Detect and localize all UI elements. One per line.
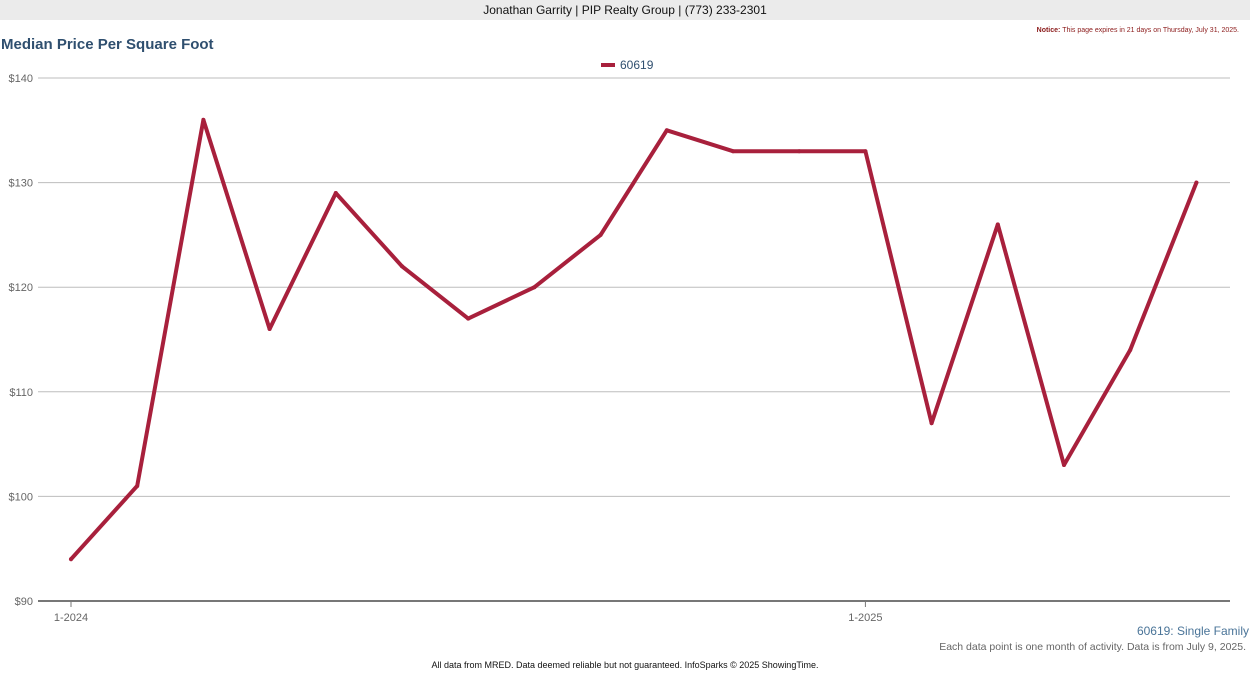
data-point <box>400 264 404 269</box>
data-point <box>1194 180 1199 185</box>
agent-line: Jonathan Garrity | PIP Realty Group | (7… <box>483 3 767 17</box>
disclaimer: All data from MRED. Data deemed reliable… <box>431 660 819 670</box>
data-point <box>731 149 735 154</box>
notice-label: Notice: <box>1036 27 1061 34</box>
expiry-notice: Notice: This page expires in 21 days on … <box>1037 27 1239 34</box>
data-point <box>267 327 272 332</box>
series-layer <box>69 117 1199 562</box>
y-tick-label: $130 <box>9 178 33 190</box>
notice-text: This page expires in 21 days on Thursday… <box>1062 27 1239 34</box>
y-axis-tick-labels: $90 $100 $110 $120 $130 $140 <box>9 73 33 608</box>
data-point <box>201 117 206 122</box>
data-point <box>532 285 537 290</box>
chart-title: Median Price Per Square Foot <box>1 36 214 53</box>
y-tick-label: $100 <box>9 491 33 503</box>
data-point <box>863 149 868 154</box>
legend-label: 60619 <box>620 58 654 72</box>
y-tick-label: $90 <box>15 596 33 608</box>
agent-header-bar: Jonathan Garrity | PIP Realty Group | (7… <box>0 0 1250 20</box>
legend: 60619 <box>601 58 654 72</box>
data-point <box>69 557 73 562</box>
y-tick-label: $120 <box>9 282 33 294</box>
x-tick-label: 1-2024 <box>54 612 88 624</box>
data-point <box>1062 463 1066 468</box>
data-point <box>797 149 802 154</box>
series-line <box>69 117 1199 562</box>
data-point <box>598 232 603 237</box>
y-tick-label: $110 <box>9 387 33 399</box>
y-tick-label: $140 <box>9 73 33 85</box>
x-axis-tick-labels: 1-2024 1-2025 <box>54 601 883 624</box>
x-tick-label: 1-2025 <box>848 612 882 624</box>
data-point <box>135 483 140 488</box>
series-caption: 60619: Single Family <box>1136 624 1249 638</box>
data-note: Each data point is one month of activity… <box>939 641 1246 653</box>
data-point <box>664 128 669 133</box>
data-point <box>929 421 934 426</box>
data-point <box>333 191 338 196</box>
data-point <box>466 316 471 321</box>
data-point <box>1128 347 1133 352</box>
data-point <box>995 222 1000 227</box>
